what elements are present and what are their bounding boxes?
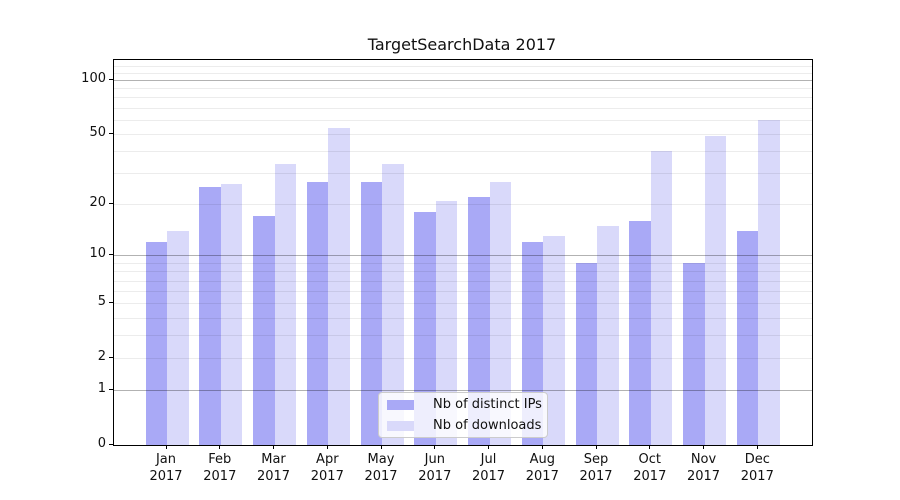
legend-entry-distinct-ips: Nb of distinct IPs [387,396,542,413]
x-axis-tick [595,445,597,449]
gridline-minor [114,317,812,319]
gridline-minor [114,151,812,153]
bar-downloads-mar [274,163,296,445]
x-tick-label-jul: Jul 2017 [471,452,506,484]
legend-entry-downloads: Nb of downloads [387,417,542,434]
x-axis-tick [219,445,221,449]
bar-distinct-ips-sep [575,262,597,445]
x-tick-label-apr: Apr 2017 [310,452,344,484]
legend-label-downloads: Nb of downloads [433,418,542,433]
x-tick-label-mar: Mar 2017 [256,452,291,484]
gridline-minor [114,97,812,99]
y-axis-tick [109,253,113,255]
gridline-minor [114,335,812,337]
y-axis-tick [109,202,113,204]
y-axis-tick [109,78,113,80]
x-axis-tick [434,445,436,449]
gridline-minor [114,358,812,360]
gridline-minor [114,262,812,264]
gridline-minor [114,134,812,135]
bar-downloads-aug [543,236,565,445]
bar-downloads-nov [704,135,726,445]
chart-title: TargetSearchData 2017 [367,35,557,54]
x-tick-label-aug: Aug 2017 [525,452,559,484]
y-tick-label: 50 [89,125,106,140]
bar-distinct-ips-jan [145,242,167,445]
y-tick-label: 20 [89,195,106,211]
gridline-minor [114,280,812,282]
gridline-major [114,255,812,257]
y-axis-tick [109,388,113,390]
x-axis-tick [273,445,274,449]
legend-swatch-downloads [387,420,414,431]
gridline-minor [114,303,812,305]
gridline-minor [114,204,812,206]
bar-downloads-feb [220,184,243,445]
x-tick-label-nov: Nov 2017 [686,452,721,484]
gridline-minor [114,72,812,74]
gridline-major [114,80,812,81]
y-axis-tick [109,132,113,134]
bar-distinct-ips-dec [736,230,759,445]
gridline-minor [114,271,812,273]
bar-downloads-jan [167,230,189,445]
bar-distinct-ips-may [360,181,382,445]
bar-downloads-dec [758,119,780,445]
x-axis-tick [703,445,704,449]
x-axis-tick [649,445,651,449]
gridline-minor [114,107,812,109]
gridline-minor [114,173,812,175]
x-tick-label-oct: Oct 2017 [633,452,667,484]
bar-distinct-ips-apr [306,181,329,445]
gridline-minor [114,88,812,90]
bar-downloads-apr [328,128,350,445]
legend-label-distinct-ips: Nb of distinct IPs [433,397,542,412]
gridline-minor [114,65,812,67]
y-axis-tick [109,301,113,303]
bar-downloads-oct [650,151,673,445]
bar-distinct-ips-mar [253,216,275,445]
x-axis-tick [326,445,328,449]
bar-downloads-jul [489,181,511,445]
y-tick-label: 5 [97,294,106,310]
y-tick-label: 2 [97,349,106,365]
gridline-major [114,390,812,392]
x-axis-tick [541,445,543,449]
x-tick-label-jun: Jun 2017 [418,452,452,484]
x-tick-label-dec: Dec 2017 [740,452,774,484]
y-axis-tick [109,443,113,445]
bar-downloads-may [382,163,404,445]
bar-distinct-ips-jul [468,197,490,445]
plot-area: Nb of distinct IPs Nb of downloads [113,59,813,446]
gridline-minor [114,291,812,293]
y-tick-label: 10 [89,246,106,262]
bar-downloads-jun [435,200,458,445]
y-axis-tick [109,356,113,358]
x-axis-tick [380,445,382,449]
x-tick-label-may: May 2017 [364,452,398,484]
legend-swatch-distinct-ips [387,399,414,410]
bar-distinct-ips-feb [199,187,221,445]
y-tick-label: 0 [97,436,106,451]
gridline-minor [114,119,812,121]
y-tick-label: 100 [81,71,106,86]
x-axis-tick [165,445,167,449]
x-tick-label-sep: Sep 2017 [579,452,613,484]
legend: Nb of distinct IPs Nb of downloads [378,392,548,438]
bar-distinct-ips-nov [683,262,705,445]
x-tick-label-feb: Feb 2017 [203,452,237,484]
x-axis-tick [488,445,489,449]
x-tick-label-jan: Jan 2017 [149,452,183,484]
y-tick-label: 1 [97,381,106,397]
bar-downloads-sep [597,225,619,445]
x-axis-tick [756,445,758,449]
bar-distinct-ips-oct [629,220,651,445]
bar-distinct-ips-jun [414,212,436,445]
